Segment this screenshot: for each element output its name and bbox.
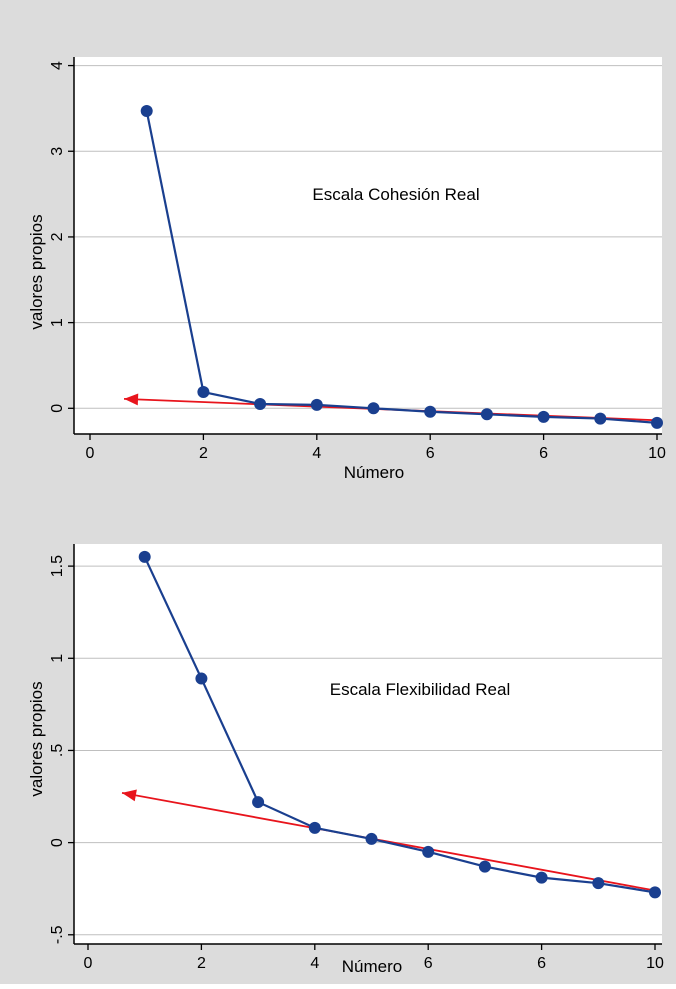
data-point <box>140 104 153 117</box>
x-tick-label: 6 <box>537 955 546 972</box>
axes <box>73 544 662 945</box>
x-tick-label: 0 <box>84 955 93 972</box>
plot-area <box>74 544 662 944</box>
x-tick-label: 10 <box>648 445 666 462</box>
plot-area <box>74 57 662 434</box>
arrow-head <box>124 393 139 406</box>
y-ticks: 0 1 2 3 4 <box>49 61 74 413</box>
x-tick-label: 2 <box>197 955 206 972</box>
data-point <box>138 550 151 563</box>
data-point <box>422 845 435 858</box>
y-tick-label: -.5 <box>49 925 66 944</box>
data-point <box>254 398 267 411</box>
data-point <box>252 796 265 809</box>
chart-flexibility: -.5 0 .5 1 1.5 0 2 4 6 6 10 Escala Flexibilidad R… <box>0 492 676 984</box>
y-axis-label: valores propios <box>27 214 46 329</box>
x-tick-label: 6 <box>424 955 433 972</box>
x-ticks: 0 2 4 6 6 10 <box>86 434 666 462</box>
x-tick-label: 0 <box>86 445 95 462</box>
y-ticks: -.5 0 .5 1 1.5 <box>49 555 74 944</box>
series-line <box>145 110 658 424</box>
y-tick-label: 3 <box>49 147 66 156</box>
axes <box>73 57 662 435</box>
grid-lines <box>74 565 662 936</box>
chart-cohesion: 0 1 2 3 4 0 2 4 6 6 10 Escala Cohesión Real Númer… <box>0 0 676 492</box>
data-point <box>480 408 493 421</box>
x-tick-label: 6 <box>539 445 548 462</box>
data-point <box>535 871 548 884</box>
series-line <box>143 556 656 894</box>
x-ticks: 0 2 4 6 6 10 <box>84 944 664 972</box>
annotation-label: Escala Flexibilidad Real <box>330 680 510 699</box>
x-tick-label: 6 <box>426 445 435 462</box>
scree-plot-flexibility: -.5 0 .5 1 1.5 0 2 4 6 6 10 Escala Flexibilidad R… <box>0 492 676 989</box>
data-point <box>197 386 210 399</box>
data-point <box>594 412 607 425</box>
y-tick-label: 1 <box>49 654 66 663</box>
data-point <box>651 416 663 429</box>
y-axis-label: valores propios <box>27 681 46 796</box>
data-point <box>592 877 605 890</box>
scree-plot-cohesion: 0 1 2 3 4 0 2 4 6 6 10 Escala Cohesión Real Númer… <box>0 0 676 492</box>
x-tick-label: 4 <box>310 955 319 972</box>
y-tick-label: .5 <box>49 744 66 757</box>
data-point <box>195 672 208 685</box>
x-tick-label: 2 <box>199 445 208 462</box>
x-axis-label: Número <box>342 957 402 976</box>
y-tick-label: 0 <box>49 404 66 413</box>
series-eigenvalues <box>140 104 663 429</box>
data-point <box>537 410 550 423</box>
arrow-head <box>122 789 137 802</box>
x-tick-label: 10 <box>646 955 664 972</box>
data-point <box>365 832 378 845</box>
series-eigenvalues <box>138 550 661 899</box>
y-tick-label: 0 <box>49 838 66 847</box>
x-tick-label: 4 <box>312 445 321 462</box>
x-axis-label: Número <box>344 463 404 482</box>
y-tick-label: 1 <box>49 318 66 327</box>
y-tick-label: 4 <box>49 61 66 70</box>
y-tick-label: 2 <box>49 232 66 241</box>
y-tick-label: 1.5 <box>49 555 66 577</box>
annotation-label: Escala Cohesión Real <box>312 185 479 204</box>
data-point <box>424 405 437 418</box>
data-point <box>367 402 380 415</box>
data-point <box>478 860 491 873</box>
data-point <box>649 886 661 899</box>
data-point <box>310 398 323 411</box>
data-point <box>308 821 321 834</box>
